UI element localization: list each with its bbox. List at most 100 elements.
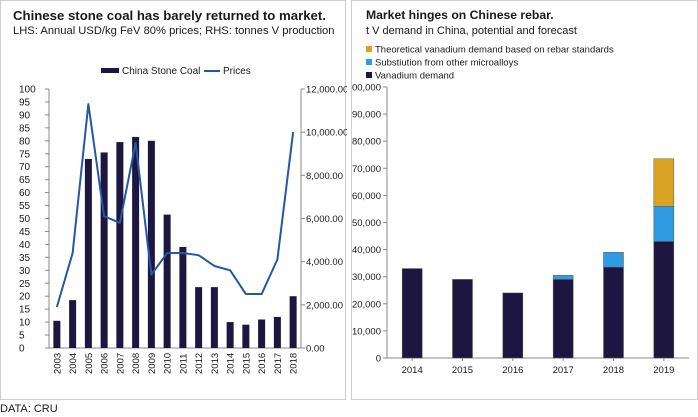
- left-y-tick-label: 25: [19, 279, 31, 290]
- legend-swatch-stone-coal: [101, 68, 119, 73]
- left-y-tick-label: 75: [19, 149, 31, 160]
- x-tick-label: 2018: [289, 353, 300, 374]
- x-tick-label: 2017: [553, 365, 574, 376]
- x-tick-label: 2003: [52, 353, 63, 374]
- y-tick-label: 10,000: [352, 326, 381, 337]
- right-y-tick-label: 4,000.00: [306, 257, 343, 268]
- stone-coal-bar: [53, 320, 61, 348]
- x-tick-label: 2010: [163, 353, 174, 374]
- left-chart-plot: 0510152025303540455055606570758085909510…: [19, 66, 347, 374]
- left-chart-subtitle: LHS: Annual USD/kg FeV 80% prices; RHS: …: [13, 25, 335, 37]
- y-tick-label: 30,000: [352, 272, 381, 283]
- left-y-tick-label: 5: [19, 331, 25, 342]
- stone-coal-bar: [289, 296, 297, 348]
- x-tick-label: 2007: [115, 353, 126, 374]
- left-y-tick-label: 45: [19, 227, 31, 238]
- legend-label-2: Theoretical vanadium demand based on reb…: [375, 45, 614, 56]
- left-y-tick-label: 55: [19, 201, 31, 212]
- stone-coal-bar: [226, 322, 234, 348]
- stone-coal-bar: [195, 287, 203, 348]
- stone-coal-bar: [258, 319, 266, 348]
- legend-label-prices: Prices: [223, 66, 251, 77]
- y-tick-label: 20,000: [352, 299, 381, 310]
- stone-coal-bar: [132, 136, 140, 348]
- stone-coal-bar: [163, 214, 171, 348]
- x-tick-label: 2004: [68, 353, 79, 374]
- left-y-tick-label: 15: [19, 305, 31, 316]
- legend-swatch-0: [366, 72, 372, 78]
- stacked-bar-segment-0: [502, 292, 524, 359]
- right-y-tick-label: 12,000.00: [306, 85, 347, 96]
- y-tick-label: 50,000: [352, 218, 381, 229]
- left-y-tick-label: 70: [19, 162, 31, 173]
- left-y-tick-label: 80: [19, 136, 31, 147]
- stone-coal-bar: [210, 287, 218, 348]
- stone-coal-bar: [242, 324, 250, 348]
- x-tick-label: 2015: [241, 353, 252, 374]
- left-y-tick-label: 20: [19, 292, 31, 303]
- x-tick-label: 2016: [502, 365, 523, 376]
- left-y-tick-label: 90: [19, 110, 31, 121]
- left-chart-panel: Chinese stone coal has barely returned t…: [0, 0, 347, 400]
- x-tick-label: 2013: [210, 353, 221, 374]
- left-y-tick-label: 0: [19, 344, 25, 355]
- y-tick-label: 100,000: [352, 83, 381, 94]
- stacked-bar-segment-0: [603, 266, 624, 359]
- left-y-tick-label: 85: [19, 123, 31, 134]
- right-y-tick-label: 6,000.00: [306, 214, 343, 225]
- left-y-tick-label: 65: [19, 175, 31, 186]
- stacked-bar-segment-0: [452, 279, 473, 359]
- x-tick-label: 2017: [273, 353, 284, 374]
- x-tick-label: 2018: [603, 365, 624, 376]
- stacked-bar-segment-0: [552, 279, 574, 359]
- left-y-tick-label: 50: [19, 214, 31, 225]
- right-chart-title: Market hinges on Chinese rebar.: [366, 8, 554, 22]
- stone-coal-bar: [116, 142, 124, 348]
- x-tick-label: 2006: [100, 353, 111, 374]
- x-tick-label: 2015: [452, 365, 473, 376]
- y-tick-label: 60,000: [352, 191, 381, 202]
- left-y-tick-label: 30: [19, 266, 31, 277]
- x-tick-label: 2012: [194, 353, 205, 374]
- x-tick-label: 2005: [84, 353, 95, 374]
- x-tick-label: 2016: [257, 353, 268, 374]
- stacked-bar-segment-1: [552, 275, 574, 280]
- y-tick-label: 0: [376, 354, 381, 365]
- stacked-bar-segment-0: [653, 241, 675, 359]
- y-tick-label: 40,000: [352, 245, 381, 256]
- left-y-tick-label: 95: [19, 97, 31, 108]
- stacked-bar-segment-1: [603, 252, 624, 268]
- left-y-tick-label: 40: [19, 240, 31, 251]
- right-y-tick-label: 2,000.00: [306, 300, 343, 311]
- left-y-tick-label: 35: [19, 253, 31, 264]
- legend-swatch-2: [366, 46, 372, 52]
- left-y-tick-label: 100: [19, 85, 36, 96]
- stacked-bar-segment-1: [653, 205, 675, 242]
- stone-coal-bar: [100, 152, 108, 348]
- y-tick-label: 90,000: [352, 110, 381, 121]
- x-tick-label: 2019: [653, 365, 674, 376]
- x-tick-label: 2008: [131, 353, 142, 374]
- left-y-tick-label: 60: [19, 188, 31, 199]
- right-chart-plot: 0 10,000 20,000 30,000 40,000 50,000 60,000 70,…: [352, 45, 689, 376]
- x-tick-label: 2011: [178, 354, 189, 374]
- legend-label-0: Vanadium demand: [375, 71, 454, 82]
- right-y-tick-label: 0.00: [306, 344, 325, 355]
- stone-coal-bar: [273, 316, 281, 348]
- right-y-tick-label: 10,000.00: [306, 128, 347, 139]
- prices-line: [55, 103, 295, 308]
- stacked-bar-segment-0: [401, 268, 423, 359]
- x-tick-label: 2009: [147, 353, 158, 374]
- x-tick-label: 2014: [402, 365, 423, 376]
- stone-coal-bar: [179, 246, 187, 348]
- left-chart-title: Chinese stone coal has barely returned t…: [13, 8, 326, 23]
- right-chart-panel: Market hinges on Chinese rebar. t V dema…: [351, 0, 698, 400]
- right-chart-subtitle: t V demand in China, potential and forec…: [366, 25, 577, 37]
- left-y-tick-label: 10: [19, 318, 31, 329]
- stone-coal-bar: [147, 140, 155, 348]
- legend-label-stone-coal: China Stone Coal: [122, 66, 200, 77]
- data-source-note: DATA: CRU: [0, 403, 58, 415]
- legend-label-1: Substiution from other microalloys: [375, 58, 518, 69]
- y-tick-label: 80,000: [352, 137, 381, 148]
- stone-coal-bar: [84, 158, 92, 348]
